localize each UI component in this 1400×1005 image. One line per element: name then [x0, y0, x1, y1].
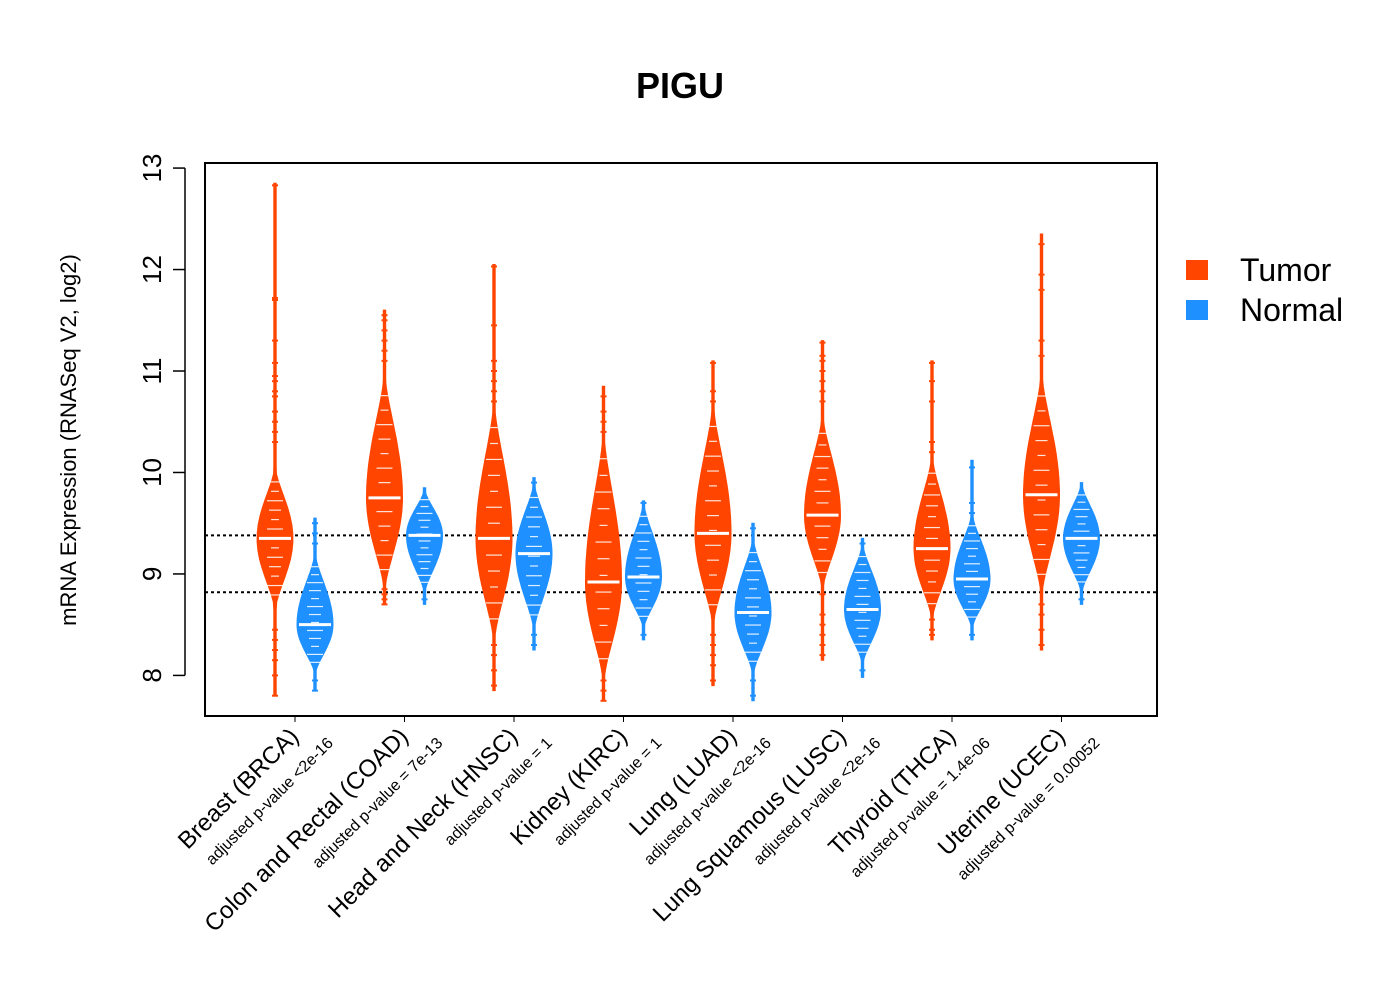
violin-body — [953, 459, 991, 641]
violin-body — [694, 360, 732, 687]
tumor-violin — [366, 309, 403, 606]
violin-body — [913, 360, 951, 641]
tumor-violin — [256, 182, 294, 697]
y-axis-label: mRNA Expression (RNASeq V2, log2) — [56, 254, 81, 626]
y-tick-label: 13 — [137, 154, 167, 183]
tumor-violin — [913, 360, 951, 641]
legend: Tumor Normal — [1186, 252, 1343, 328]
tumor-violin — [694, 360, 732, 687]
violin-body — [256, 182, 294, 697]
normal-violin — [296, 517, 334, 692]
normal-violin — [515, 477, 553, 651]
violin-body — [625, 500, 662, 641]
violin-body — [366, 309, 403, 605]
violin-body — [585, 385, 622, 702]
legend-swatch-normal — [1186, 300, 1208, 320]
y-tick-label: 8 — [137, 668, 167, 682]
violin-body — [803, 340, 842, 661]
tumor-violin — [475, 264, 513, 692]
violin-body — [515, 477, 553, 651]
y-tick-label: 11 — [137, 358, 167, 385]
legend-label-normal: Normal — [1240, 292, 1343, 328]
tumor-violin — [1023, 233, 1060, 651]
chart-title: PIGU — [636, 65, 724, 106]
plot-frame — [204, 162, 1158, 717]
normal-violin — [844, 537, 881, 678]
normal-violin — [1063, 482, 1100, 605]
legend-label-tumor: Tumor — [1240, 252, 1332, 288]
tumor-violin — [803, 340, 842, 661]
normal-violin — [625, 500, 662, 641]
legend-swatch-tumor — [1186, 260, 1208, 280]
y-tick-label: 12 — [137, 255, 167, 284]
tumor-violin — [585, 385, 622, 702]
normal-violin — [953, 459, 991, 641]
y-tick-label: 9 — [137, 567, 167, 581]
y-tick-label: 10 — [137, 458, 167, 487]
normal-violin — [734, 522, 772, 702]
violin-body — [475, 264, 513, 692]
normal-violin — [406, 487, 443, 605]
violin-body — [844, 537, 881, 678]
violin-body — [406, 487, 443, 605]
violin-body — [1063, 482, 1100, 605]
violin-body — [1023, 233, 1060, 651]
